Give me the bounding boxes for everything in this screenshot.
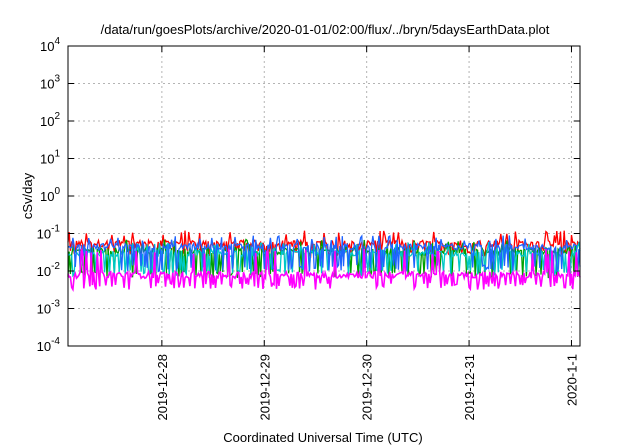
x-tick-label: 2019-12-28 [155, 354, 170, 421]
y-axis-label: cSv/day [20, 172, 35, 219]
series-line [67, 248, 581, 292]
y-tick-label: 100 [40, 186, 60, 204]
x-tick-label: 2020-1-1 [564, 354, 579, 406]
y-tick-label: 104 [40, 36, 60, 54]
y-axis: 104 103 102 101 100 10-1 10-2 10-3 10-4 [37, 36, 580, 354]
x-axis: 2019-12-28 2019-12-29 2019-12-30 2019-12-31… [155, 46, 579, 421]
series-line [67, 230, 581, 259]
plot-area [67, 230, 581, 292]
x-tick-label: 2019-12-29 [257, 354, 272, 421]
y-tick-label: 10-3 [37, 299, 61, 317]
grid [68, 46, 580, 346]
y-tick-label: 102 [40, 111, 60, 129]
y-tick-label: 101 [40, 149, 60, 167]
series-line [67, 234, 581, 273]
y-tick-label: 10-1 [37, 224, 61, 242]
y-tick-label: 10-2 [37, 261, 61, 279]
chart-title: /data/run/goesPlots/archive/2020-01-01/0… [101, 22, 550, 37]
y-tick-label: 103 [40, 74, 60, 92]
x-tick-label: 2019-12-31 [462, 354, 477, 421]
x-axis-label: Coordinated Universal Time (UTC) [223, 430, 422, 445]
y-tick-label: 10-4 [37, 336, 61, 354]
x-tick-label: 2019-12-30 [360, 354, 375, 421]
